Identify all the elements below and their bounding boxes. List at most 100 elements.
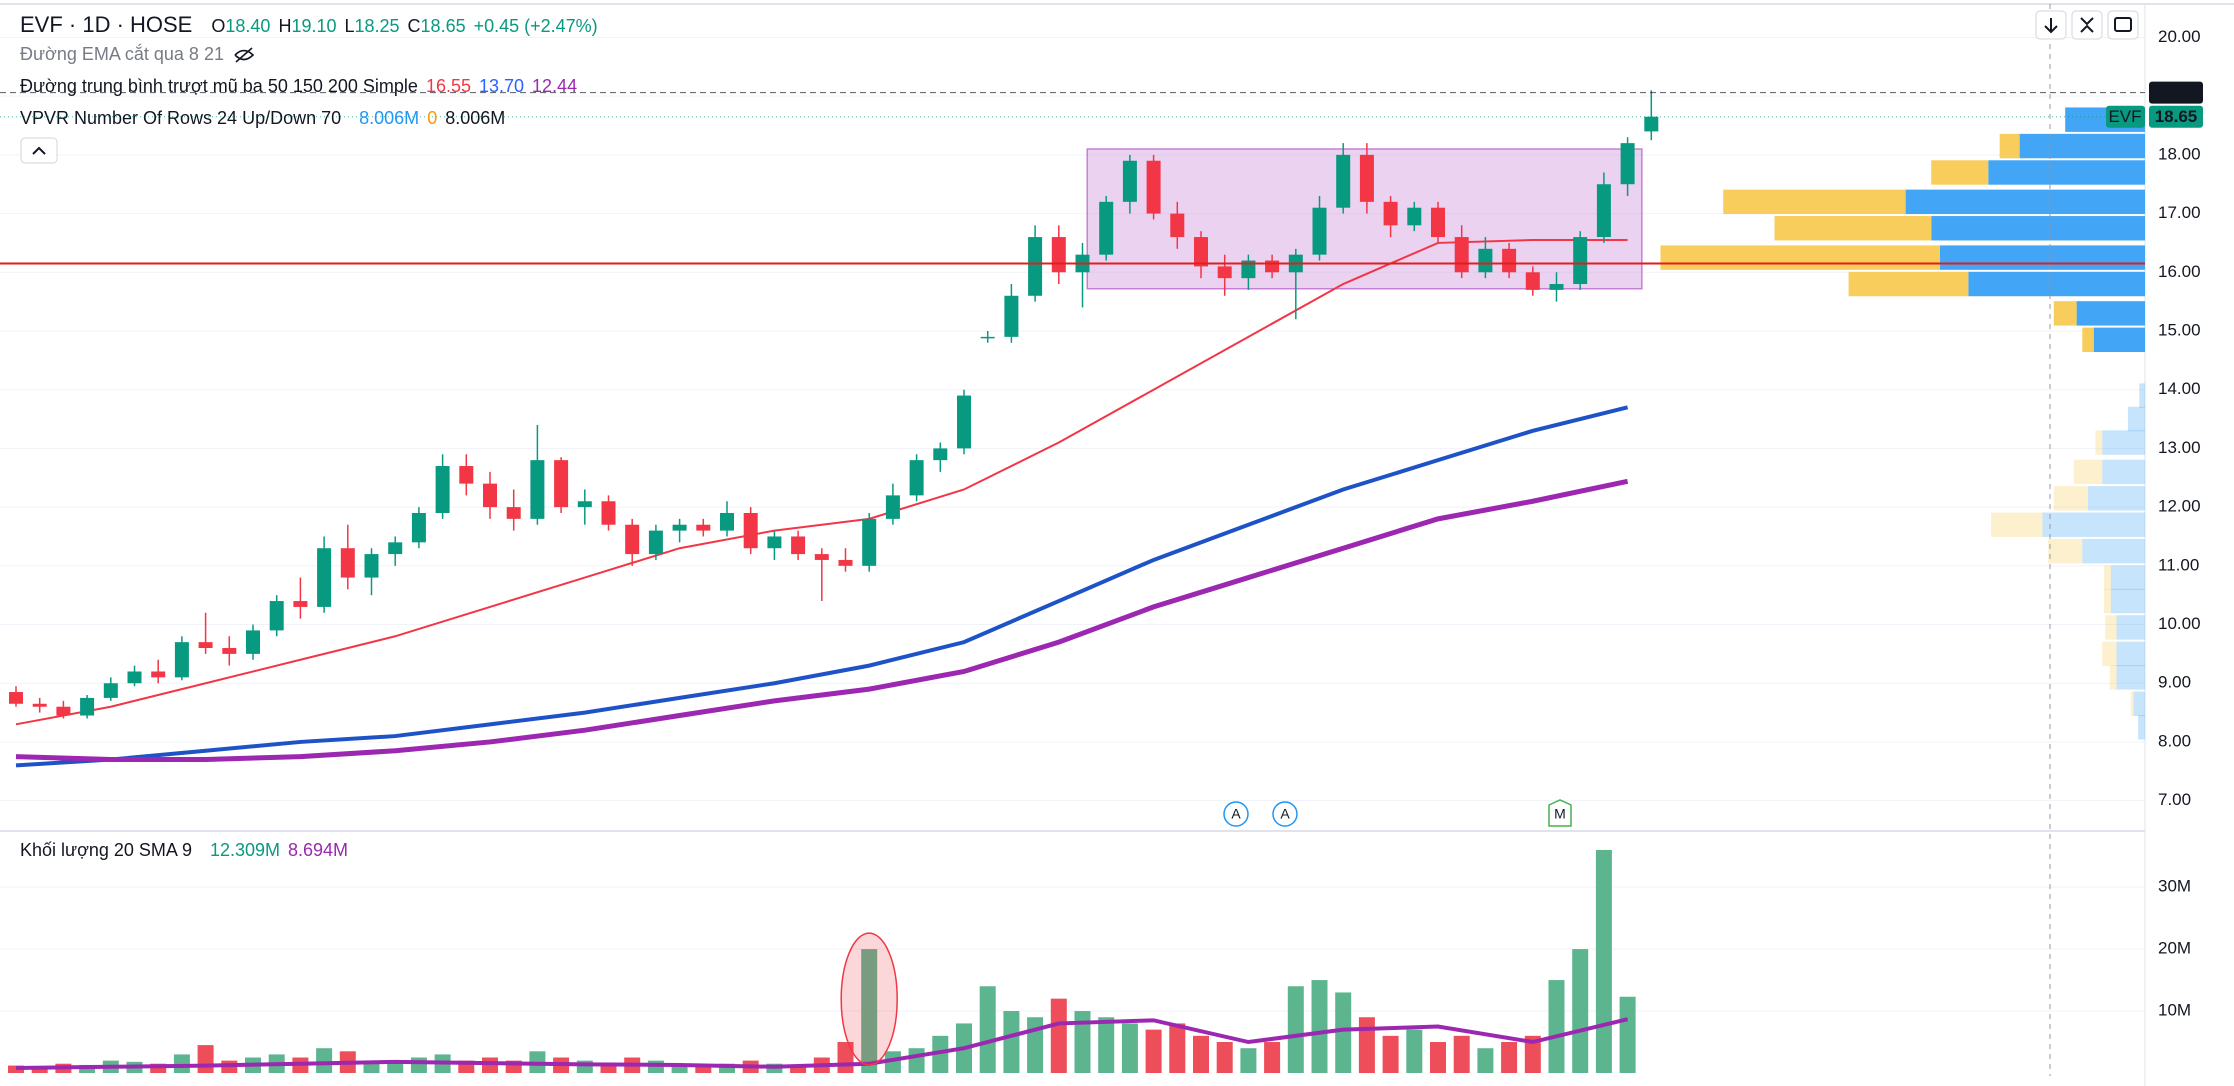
volume-bar — [1453, 1035, 1470, 1073]
candle-body — [1620, 143, 1635, 185]
candle-body — [269, 601, 284, 631]
volume-bar — [1595, 849, 1612, 1073]
volume-bar — [1003, 1011, 1020, 1073]
volume-bar — [173, 1054, 190, 1073]
y-tick-label: 17.00 — [2158, 203, 2201, 222]
candle-body — [1573, 237, 1588, 285]
y-tick-label: 10M — [2158, 1001, 2191, 1020]
candle-body — [791, 536, 806, 555]
candles — [9, 90, 1659, 719]
vpvr-down — [2053, 301, 2077, 326]
candle-body — [80, 697, 95, 716]
candle-body — [9, 692, 23, 704]
candle-body — [1265, 260, 1280, 273]
volume-bar — [8, 1065, 24, 1073]
candle-body — [1407, 207, 1422, 226]
y-tick-label: 16.00 — [2158, 262, 2201, 281]
candle-body — [672, 524, 687, 531]
volume-bar — [671, 1063, 688, 1073]
vpvr-down — [1999, 133, 2020, 159]
y-tick-label: 7.00 — [2158, 790, 2191, 809]
vpvr-up — [2110, 565, 2145, 590]
candle-body — [648, 530, 663, 555]
vpvr-down — [2130, 691, 2134, 716]
value: 13.70 — [478, 76, 525, 96]
y-tick-label: 9.00 — [2158, 673, 2191, 692]
symbol: EVF · 1D · HOSE — [20, 12, 193, 37]
button-maximize[interactable] — [2107, 10, 2139, 40]
vpvr-up — [2138, 715, 2145, 740]
vpvr-down — [1931, 160, 1989, 185]
y-tick-label: 18.00 — [2158, 144, 2201, 163]
volume-bars — [8, 849, 1636, 1073]
hide-icon[interactable] — [232, 45, 256, 65]
vpvr-up — [2019, 133, 2145, 159]
marker-label: M — [1554, 806, 1566, 822]
candle-body — [767, 536, 782, 549]
value: 18.65 — [420, 16, 466, 36]
candle-body — [814, 554, 829, 560]
candle-body — [1170, 213, 1185, 238]
vpvr-up — [2127, 406, 2145, 432]
candle-body — [885, 495, 900, 519]
candle-body — [1359, 154, 1374, 202]
value: 12.309M — [209, 840, 281, 860]
volume-bar — [1169, 1023, 1186, 1073]
toolbar — [2035, 10, 2139, 40]
candle-body — [435, 466, 450, 513]
vpvr-up — [1939, 245, 2145, 270]
vpvr-up — [1968, 271, 2145, 297]
marker-label: A — [1231, 806, 1241, 822]
y-tick-label: 11.00 — [2158, 555, 2199, 574]
volume-bar — [979, 986, 996, 1073]
value: 16.55 — [425, 76, 471, 96]
candle-body — [1122, 160, 1137, 202]
ma-line — [15, 405, 1629, 768]
vpvr-up — [2110, 588, 2145, 614]
candle-body — [364, 554, 379, 578]
candle-body — [1194, 237, 1208, 267]
volume-bar — [1145, 1029, 1162, 1073]
volume-bar — [150, 1063, 167, 1073]
indicator-legend: VPVR Number Of Rows 24 Up/Down 70 8.006M 0… — [20, 108, 513, 129]
volume-bar — [1524, 1035, 1541, 1073]
vpvr-up — [2102, 430, 2145, 455]
y-tick-label: 15.00 — [2158, 320, 2201, 339]
symbol-tag — [2106, 105, 2145, 128]
candle-body — [56, 706, 71, 716]
candle-body — [317, 548, 332, 607]
candle-body — [1549, 284, 1564, 290]
candle-body — [957, 395, 971, 449]
candle-body — [1336, 154, 1351, 208]
candle-body — [720, 512, 734, 531]
indicator-legend: Đường EMA cắt qua 8 21 — [20, 44, 256, 65]
volume-bar — [1406, 1029, 1423, 1073]
candle-body — [554, 460, 569, 508]
vpvr — [1660, 107, 2145, 740]
vpvr-down — [2095, 430, 2103, 455]
candle-body — [577, 501, 592, 508]
vpvr-up — [2116, 615, 2145, 640]
vpvr-down — [2048, 538, 2083, 564]
moving-averages — [15, 239, 1629, 768]
candle-body — [1028, 237, 1043, 296]
value: 19.10 — [291, 16, 337, 36]
y-tick-label: 12.00 — [2158, 497, 2201, 516]
collapse-legend-button[interactable] — [20, 137, 58, 164]
candle-body — [340, 548, 355, 578]
volume-bar — [1477, 1048, 1494, 1073]
value: 8.006M — [445, 108, 506, 128]
indicator-name: Đường trung bình trượt mũ ba 50 150 200 … — [20, 76, 418, 96]
vpvr-down — [2103, 588, 2111, 614]
change: +0.45 (+2.47%) — [473, 16, 598, 36]
candle-body — [1217, 266, 1232, 279]
candle-body — [198, 642, 213, 649]
vpvr-down — [2103, 565, 2111, 590]
price-tag — [2149, 81, 2203, 104]
ohlc: O18.40 H19.10 L18.25 C18.65 +0.45 (+2.47%) — [211, 16, 605, 36]
candle-body — [980, 336, 995, 339]
volume-bar — [316, 1048, 333, 1073]
candle-body — [625, 524, 640, 555]
